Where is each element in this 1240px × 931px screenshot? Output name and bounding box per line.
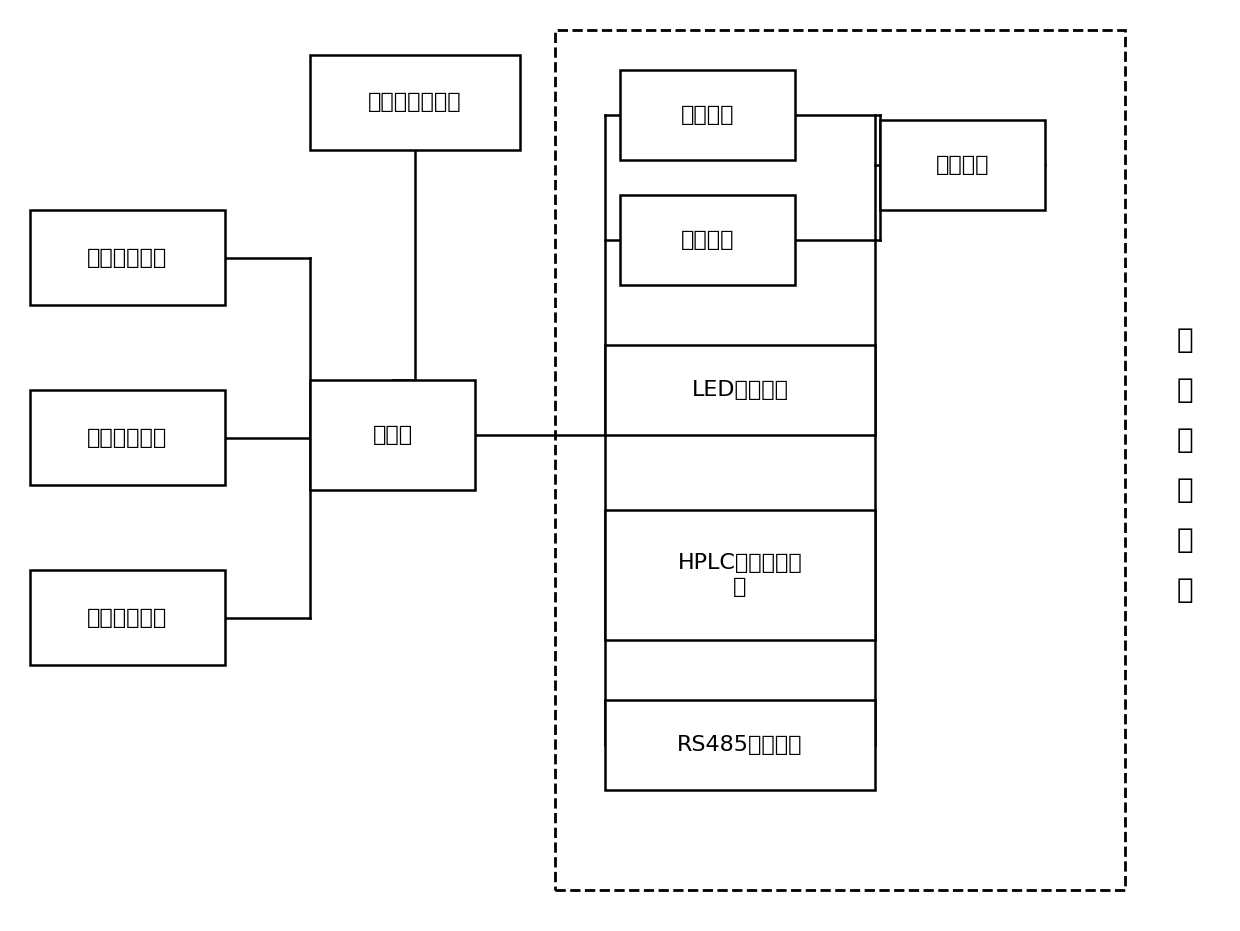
Bar: [310, 55, 520, 150]
Text: HPLC载波通信单
元: HPLC载波通信单 元: [677, 553, 802, 597]
Bar: [605, 345, 875, 435]
Bar: [880, 120, 1045, 210]
Bar: [620, 70, 795, 160]
Text: 电源单元: 电源单元: [936, 155, 990, 175]
Text: 台区识别模块: 台区识别模块: [87, 248, 167, 267]
Text: 计
量
采
集
模
块: 计 量 采 集 模 块: [1177, 326, 1193, 604]
Text: 电流检测电路: 电流检测电路: [87, 608, 167, 627]
Bar: [556, 30, 1125, 890]
Text: LED指示单元: LED指示单元: [692, 380, 789, 400]
Text: 时钟单元: 时钟单元: [681, 105, 734, 125]
Text: 脱扣器执行电路: 脱扣器执行电路: [368, 92, 461, 113]
Bar: [30, 570, 224, 665]
Bar: [620, 195, 795, 285]
Bar: [30, 210, 224, 305]
Text: RS485通信单元: RS485通信单元: [677, 735, 802, 755]
Text: 宽带载波模块: 宽带载波模块: [87, 427, 167, 448]
Bar: [310, 380, 475, 490]
Bar: [605, 510, 875, 640]
Bar: [605, 700, 875, 790]
Text: 控制器: 控制器: [372, 425, 413, 445]
Bar: [30, 390, 224, 485]
Text: 计量单元: 计量单元: [681, 230, 734, 250]
